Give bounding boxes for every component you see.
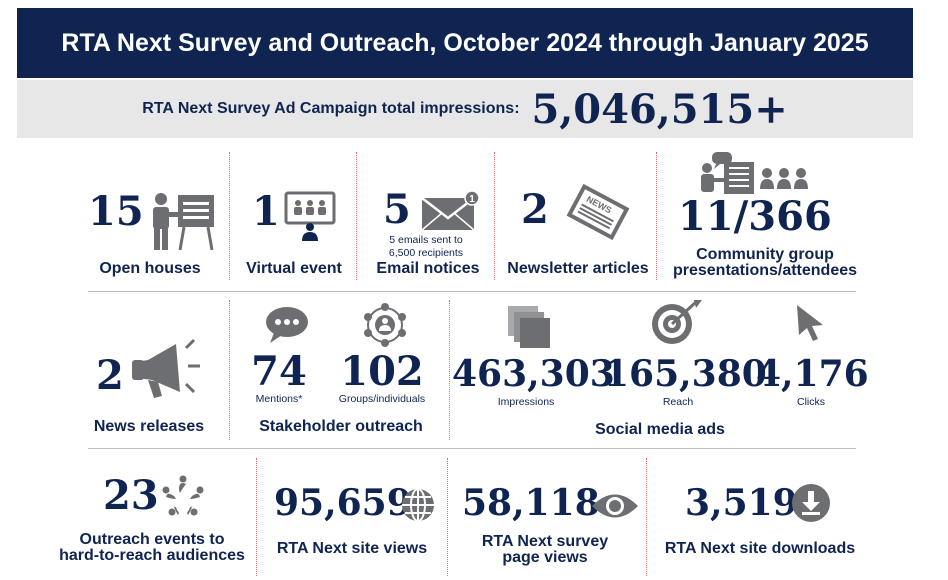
open-houses-caption: Open houses [99,260,201,277]
social-impressions-number: 463,303 [452,353,615,395]
community-caption-line2: presentations/attendees [672,262,858,279]
cursor-icon [793,303,827,343]
row-divider [88,291,856,292]
virtual-meeting-icon [284,191,336,241]
site-views-number: 95,659 [274,482,412,524]
megaphone-icon [130,336,206,400]
outreach-caption-line1: Outreach events to [79,531,225,548]
divider [229,300,230,440]
email-notices-caption: Email notices [376,260,480,277]
outreach-caption-line2: hard-to-reach audiences [59,547,245,564]
total-impressions-bar: RTA Next Survey Ad Campaign total impres… [17,80,913,138]
open-houses-number: 15 [88,188,144,235]
divider [494,152,495,280]
social-reach-label: Reach [662,396,694,408]
email-note-line1: 5 emails sent to [389,234,463,246]
page-title: RTA Next Survey and Outreach, October 20… [17,8,913,78]
survey-views-caption-line1: RTA Next survey [481,533,609,550]
people-circle-icon [160,475,206,519]
social-reach-number: 165,380 [604,353,767,395]
survey-views-caption-line2: page views [502,549,588,566]
virtual-event-caption: Virtual event [246,260,342,277]
newsletter-number: 2 [521,186,549,233]
divider [447,458,448,576]
groups-label: Groups/individuals [338,393,426,405]
divider [356,152,357,280]
site-views-caption: RTA Next site views [276,540,428,557]
social-media-caption: Social media ads [595,421,725,438]
mentions-number: 74 [251,348,307,395]
social-clicks-label: Clicks [797,396,825,408]
total-impressions-label: RTA Next Survey Ad Campaign total impres… [142,100,520,117]
envelope-icon: 1 [419,190,481,232]
newspaper-icon: NEWS [562,182,634,242]
virtual-event-number: 1 [252,188,280,235]
divider [656,152,657,280]
email-badge: 1 [469,194,475,205]
social-impressions-label: Impressions [497,396,555,408]
layers-icon [506,304,552,348]
total-impressions-value: 5,046,515+ [531,85,788,133]
globe-icon [400,487,436,523]
downloads-number: 3,519 [685,482,798,524]
target-icon [650,298,704,346]
group-presentation-icon [698,152,812,198]
downloads-caption: RTA Next site downloads [664,540,856,557]
survey-views-number: 58,118 [462,482,600,524]
download-icon [791,483,831,523]
divider [449,300,450,440]
newsletter-caption: Newsletter articles [507,260,649,277]
speech-bubble-icon [264,305,310,345]
eye-icon [590,491,640,521]
email-note-line2: 6,500 recipients [388,247,464,259]
divider [256,458,257,576]
divider [229,152,230,280]
social-clicks-number: 4,176 [756,353,869,395]
community-number: 11/366 [678,193,832,240]
mentions-label: Mentions* [255,393,303,405]
groups-number: 102 [340,348,424,395]
news-releases-caption: News releases [93,418,205,435]
presenter-icon [148,190,216,252]
row-divider [88,448,856,449]
community-caption-line1: Community group [696,246,834,263]
outreach-events-number: 23 [103,472,159,519]
divider [646,458,647,576]
stakeholder-caption: Stakeholder outreach [259,418,423,435]
email-notices-number: 5 [383,186,411,233]
network-icon [362,302,408,348]
news-releases-number: 2 [96,352,124,399]
